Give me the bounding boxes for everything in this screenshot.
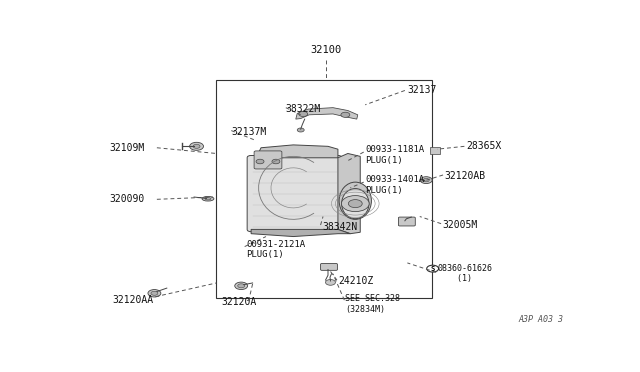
Text: 32137: 32137 xyxy=(408,86,436,96)
FancyBboxPatch shape xyxy=(247,155,342,232)
Text: 32100: 32100 xyxy=(310,45,341,55)
Circle shape xyxy=(151,291,158,295)
Circle shape xyxy=(193,144,200,148)
Text: SEE SEC.328
(32834M): SEE SEC.328 (32834M) xyxy=(346,294,401,314)
Text: A3P A03 3: A3P A03 3 xyxy=(518,315,564,324)
Text: 32120AA: 32120AA xyxy=(112,295,154,305)
Text: 00931-2121A
PLUG(1): 00931-2121A PLUG(1) xyxy=(246,240,305,259)
Circle shape xyxy=(237,284,244,288)
Ellipse shape xyxy=(339,182,371,219)
Circle shape xyxy=(235,282,248,289)
Polygon shape xyxy=(430,147,440,154)
Text: 32120AB: 32120AB xyxy=(445,171,486,182)
Ellipse shape xyxy=(342,189,369,219)
Text: 08360-61626
    (1): 08360-61626 (1) xyxy=(437,264,492,283)
Circle shape xyxy=(189,142,204,150)
Circle shape xyxy=(348,200,362,208)
FancyBboxPatch shape xyxy=(399,217,415,226)
Circle shape xyxy=(299,111,308,116)
Polygon shape xyxy=(338,154,360,234)
Ellipse shape xyxy=(202,196,214,201)
Text: 32005M: 32005M xyxy=(442,220,477,230)
Text: 32120A: 32120A xyxy=(221,298,257,307)
Text: 32109M: 32109M xyxy=(110,143,145,153)
Circle shape xyxy=(272,159,280,164)
Polygon shape xyxy=(296,108,358,119)
Circle shape xyxy=(423,179,429,182)
Text: 00933-1401A
PLUG(1): 00933-1401A PLUG(1) xyxy=(365,175,424,195)
Text: 32137M: 32137M xyxy=(231,127,266,137)
FancyBboxPatch shape xyxy=(321,263,337,270)
FancyBboxPatch shape xyxy=(254,151,282,169)
Text: 38322M: 38322M xyxy=(286,104,321,114)
Polygon shape xyxy=(251,230,350,237)
Circle shape xyxy=(341,112,350,118)
Circle shape xyxy=(427,265,438,272)
Circle shape xyxy=(341,196,369,212)
Text: S: S xyxy=(431,266,435,272)
Circle shape xyxy=(326,279,335,285)
Circle shape xyxy=(297,128,304,132)
Polygon shape xyxy=(256,145,338,158)
Ellipse shape xyxy=(205,198,211,200)
Text: 28365X: 28365X xyxy=(466,141,501,151)
Circle shape xyxy=(420,177,432,183)
Text: 320090: 320090 xyxy=(110,194,145,204)
Bar xyxy=(216,80,432,298)
Text: 00933-1181A
PLUG(1): 00933-1181A PLUG(1) xyxy=(365,145,424,165)
Circle shape xyxy=(148,289,161,297)
Circle shape xyxy=(256,159,264,164)
Text: 24210Z: 24210Z xyxy=(338,276,373,286)
Text: 38342N: 38342N xyxy=(322,222,357,231)
